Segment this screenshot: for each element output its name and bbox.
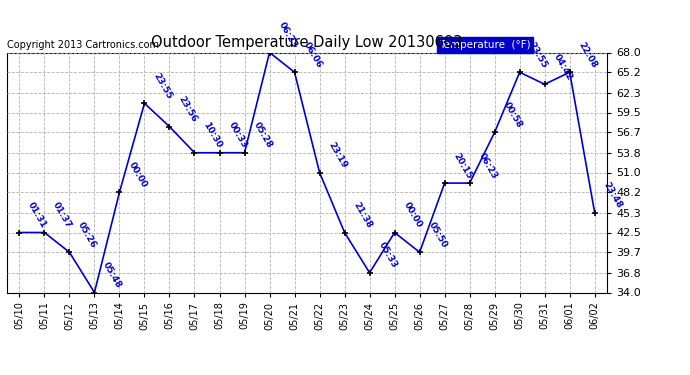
- Text: 05:48: 05:48: [101, 260, 124, 290]
- Text: Copyright 2013 Cartronics.com: Copyright 2013 Cartronics.com: [7, 40, 159, 50]
- Text: 05:50: 05:50: [426, 220, 449, 249]
- Text: 23:19: 23:19: [326, 140, 348, 170]
- Text: 05:33: 05:33: [377, 241, 399, 270]
- Text: 06:23: 06:23: [277, 21, 299, 50]
- Text: 23:56: 23:56: [177, 94, 199, 124]
- Text: 04:42: 04:42: [551, 52, 574, 81]
- Text: 21:38: 21:38: [351, 200, 373, 230]
- Text: 00:00: 00:00: [402, 201, 424, 230]
- Text: 00:33: 00:33: [226, 121, 248, 150]
- Text: 22:08: 22:08: [577, 40, 599, 69]
- Text: 05:28: 05:28: [251, 121, 273, 150]
- Text: 01:31: 01:31: [26, 201, 48, 230]
- Text: Temperature  (°F): Temperature (°F): [439, 40, 531, 50]
- Title: Outdoor Temperature Daily Low 20130603: Outdoor Temperature Daily Low 20130603: [151, 35, 463, 50]
- Text: 23:55: 23:55: [526, 40, 549, 69]
- Text: 23:55: 23:55: [151, 71, 173, 100]
- Text: 06:23: 06:23: [477, 151, 499, 180]
- Text: 06:06: 06:06: [302, 40, 324, 69]
- Text: 01:37: 01:37: [51, 200, 73, 230]
- Text: 20:15: 20:15: [451, 151, 473, 180]
- Text: 05:26: 05:26: [77, 220, 99, 249]
- Text: 23:48: 23:48: [602, 180, 624, 210]
- Text: 00:58: 00:58: [502, 100, 524, 129]
- Text: 10:30: 10:30: [201, 121, 224, 150]
- Text: 00:00: 00:00: [126, 160, 148, 189]
